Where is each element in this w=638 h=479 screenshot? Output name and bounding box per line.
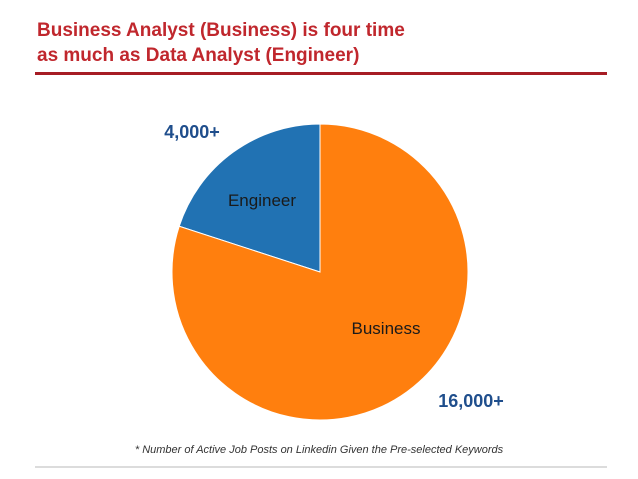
title-divider	[35, 72, 607, 75]
pie-slice-engineer	[178, 123, 321, 273]
slice-label-engineer: Engineer	[228, 191, 296, 210]
slide-title: Business Analyst (Business) is four time…	[37, 18, 617, 68]
footnote: * Number of Active Job Posts on Linkedin…	[134, 444, 504, 456]
slide-title-line-1: Business Analyst (Business) is four time	[37, 20, 405, 41]
pie-slice-business	[171, 123, 469, 421]
value-label-engineer: 4,000+	[164, 122, 220, 142]
value-label-business: 16,000+	[438, 391, 504, 411]
slide-title-line-2: as much as Data Analyst (Engineer)	[37, 45, 360, 66]
slice-label-business: Business	[352, 319, 421, 338]
footer-divider	[35, 466, 607, 468]
